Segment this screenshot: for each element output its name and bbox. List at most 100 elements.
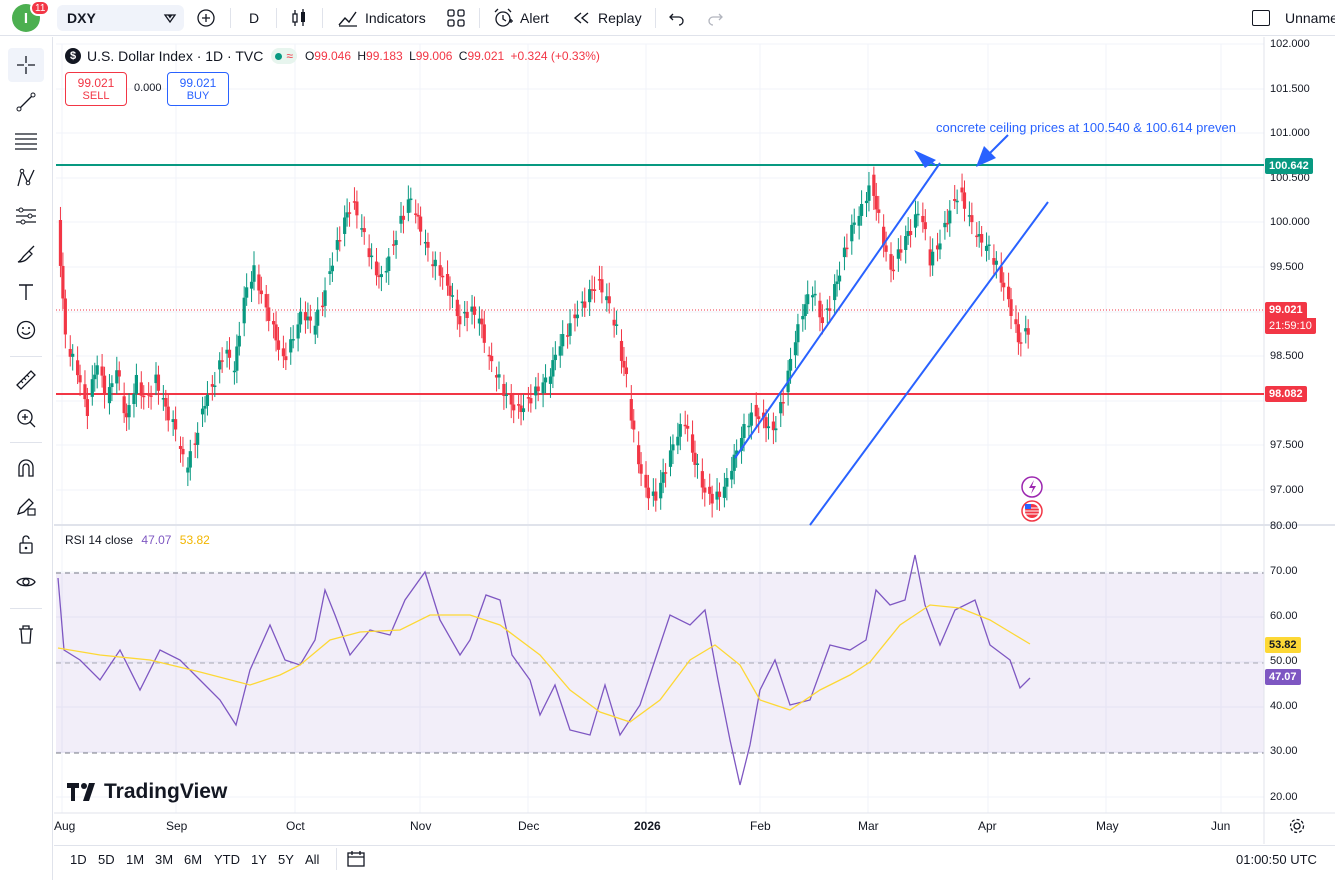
sell-button[interactable]: 99.021 SELL bbox=[65, 72, 127, 106]
tradingview-watermark[interactable]: TradingView bbox=[67, 780, 227, 804]
candle-body bbox=[431, 264, 435, 267]
alert-button[interactable]: Alert bbox=[492, 0, 549, 36]
zoom-tool[interactable] bbox=[8, 401, 44, 435]
candle-body bbox=[664, 472, 668, 474]
candle-body bbox=[472, 306, 477, 315]
chart-settings-button[interactable] bbox=[1288, 817, 1306, 840]
redo-icon bbox=[708, 13, 723, 26]
range-all[interactable]: All bbox=[305, 852, 320, 867]
candle-body bbox=[710, 493, 714, 504]
range-5d[interactable]: 5D bbox=[98, 852, 115, 867]
replay-button[interactable]: Replay bbox=[572, 0, 642, 36]
candle-body bbox=[820, 317, 824, 324]
candle-body bbox=[999, 266, 1003, 283]
candle-body bbox=[992, 258, 996, 265]
stay-in-drawing-mode[interactable] bbox=[8, 489, 44, 523]
compare-symbol-button[interactable] bbox=[196, 0, 216, 36]
candle-body bbox=[401, 215, 406, 220]
candle-body bbox=[132, 393, 136, 405]
chart-annotation[interactable]: concrete ceiling prices at 100.540 & 100… bbox=[936, 120, 1236, 135]
candle-body bbox=[156, 374, 161, 391]
candle-body bbox=[316, 309, 320, 326]
symbol-title[interactable]: U.S. Dollar Index · 1D · TVC bbox=[87, 48, 264, 64]
symbol-menu-icon[interactable] bbox=[162, 10, 178, 29]
us-flag-event-icon bbox=[1021, 500, 1043, 522]
range-6m[interactable]: 6M bbox=[184, 852, 203, 867]
candle-body bbox=[482, 324, 486, 343]
candle-body bbox=[676, 436, 680, 446]
candle-body bbox=[296, 324, 300, 339]
range-ytd[interactable]: YTD bbox=[214, 852, 240, 867]
crosshair-tool[interactable] bbox=[8, 48, 44, 82]
hide-drawings[interactable] bbox=[8, 565, 44, 599]
interval-button[interactable]: D bbox=[249, 0, 259, 36]
symbol-search[interactable]: DXY bbox=[57, 5, 184, 31]
candle-body bbox=[967, 215, 971, 217]
range-5y[interactable]: 5Y bbox=[278, 852, 294, 867]
measure-tool[interactable] bbox=[8, 363, 44, 397]
chart-type-button[interactable] bbox=[290, 0, 308, 36]
candle-body bbox=[274, 324, 278, 341]
undo-button[interactable] bbox=[668, 0, 686, 36]
layout-button[interactable]: Unnamed bbox=[1252, 0, 1335, 36]
range-1d[interactable]: 1D bbox=[70, 852, 87, 867]
trend-line-tool[interactable] bbox=[8, 85, 44, 119]
lock-drawings[interactable] bbox=[8, 527, 44, 561]
redo-button[interactable] bbox=[706, 0, 724, 36]
time-tick: Nov bbox=[410, 819, 432, 833]
ohlc-values: O99.046 H99.183 L99.006 C99.021 +0.324 (… bbox=[304, 49, 600, 63]
buy-button[interactable]: 99.021 BUY bbox=[167, 72, 229, 106]
rsi-tick: 40.00 bbox=[1270, 700, 1298, 712]
candle-body bbox=[874, 195, 878, 210]
crosshair-icon bbox=[17, 56, 35, 74]
candle-body bbox=[455, 299, 459, 317]
prediction-tool[interactable] bbox=[8, 199, 44, 233]
time-tick: Aug bbox=[54, 819, 76, 833]
remove-drawings[interactable] bbox=[8, 617, 44, 651]
candle-body bbox=[864, 200, 869, 204]
magnet-tool[interactable] bbox=[8, 451, 44, 485]
time-tick: Feb bbox=[750, 819, 771, 833]
candle-body bbox=[622, 360, 626, 368]
price-tick: 102.000 bbox=[1270, 38, 1310, 50]
candle-body bbox=[872, 174, 876, 196]
market-status[interactable]: ≈ bbox=[271, 48, 297, 64]
candle-body bbox=[276, 340, 281, 350]
range-3m[interactable]: 3M bbox=[155, 852, 174, 867]
templates-button[interactable] bbox=[446, 0, 466, 36]
candle-body bbox=[943, 222, 947, 228]
range-1y[interactable]: 1Y bbox=[251, 852, 267, 867]
candle-body bbox=[321, 305, 325, 308]
layout-checkbox-icon[interactable] bbox=[1252, 10, 1270, 26]
candle-body bbox=[553, 354, 557, 361]
range-1m[interactable]: 1M bbox=[126, 852, 145, 867]
candle-body bbox=[877, 209, 881, 213]
top-toolbar: I 11 DXY D Indicators Alert Replay Unnam… bbox=[0, 0, 1335, 36]
candle-body bbox=[149, 395, 153, 397]
alert-label: Alert bbox=[520, 10, 549, 26]
rsi-legend[interactable]: RSI 14 close 47.07 53.82 bbox=[65, 533, 210, 547]
candle-body bbox=[754, 404, 758, 417]
forecast-icon bbox=[16, 207, 36, 225]
candle-body bbox=[715, 491, 719, 500]
drawing-toolbar bbox=[0, 37, 53, 880]
candle-body bbox=[703, 487, 707, 493]
rsi-value: 47.07 bbox=[141, 533, 172, 547]
fib-tool[interactable] bbox=[8, 123, 44, 157]
candle-body bbox=[521, 408, 526, 413]
emoji-tool[interactable] bbox=[8, 313, 44, 347]
go-to-date-button[interactable] bbox=[346, 850, 366, 873]
candle-body bbox=[548, 376, 553, 384]
pattern-tool[interactable] bbox=[8, 161, 44, 195]
price-tick: 99.500 bbox=[1270, 261, 1304, 273]
candle-body bbox=[264, 294, 268, 308]
clock[interactable]: 01:00:50 UTC bbox=[1236, 852, 1317, 867]
candle-body bbox=[661, 472, 665, 483]
candle-body bbox=[615, 324, 619, 326]
tradingview-logo-icon bbox=[67, 783, 95, 801]
text-tool[interactable] bbox=[8, 275, 44, 309]
brush-tool[interactable] bbox=[8, 237, 44, 271]
candle-body bbox=[742, 424, 746, 438]
indicators-button[interactable]: Indicators bbox=[337, 0, 426, 36]
